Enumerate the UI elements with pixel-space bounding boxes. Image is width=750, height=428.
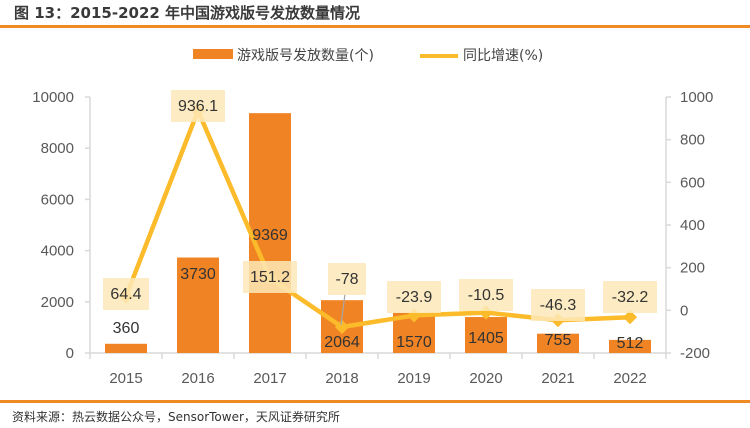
left-tick-label: 0 xyxy=(66,345,74,362)
line-data-label: 64.4 xyxy=(110,286,141,303)
right-tick-label: 200 xyxy=(680,260,705,277)
x-tick-label: 2022 xyxy=(613,370,646,387)
bar xyxy=(105,343,147,353)
data-labels: 360 3730 9369 2064 1570 1405 755 512 64.4 936.1 15… xyxy=(103,90,657,352)
bar-data-label: 755 xyxy=(545,332,572,349)
bar xyxy=(465,317,507,353)
left-tick-label: 10000 xyxy=(32,89,74,106)
x-tick-label: 2019 xyxy=(397,370,430,387)
line-label-bg xyxy=(459,279,513,311)
line-data-label: -46.3 xyxy=(540,297,577,314)
right-tick-label: 1000 xyxy=(680,89,713,106)
legend-bar-label: 游戏版号发放数量(个) xyxy=(237,48,374,64)
legend-line-label: 同比增速(%) xyxy=(463,48,543,64)
bar-data-label: 2064 xyxy=(324,334,360,351)
line-label-bg xyxy=(387,281,441,313)
source-note: 资料来源：热云数据公众号，SensorTower，天风证券研究所 xyxy=(12,410,340,424)
line-marker xyxy=(334,319,350,335)
line-label-bg xyxy=(243,261,297,293)
left-tick-label: 8000 xyxy=(41,140,74,157)
legend-bar-swatch xyxy=(193,49,233,59)
line-label-bg xyxy=(103,278,149,310)
line-label-bg xyxy=(328,263,366,295)
header-rule xyxy=(0,25,750,28)
leader-line xyxy=(340,293,346,326)
x-tick-label: 2015 xyxy=(109,370,142,387)
bar-data-label: 1570 xyxy=(396,334,432,351)
line-marker xyxy=(622,310,638,325)
line-data-label: -32.2 xyxy=(612,289,649,306)
left-tick-label: 2000 xyxy=(41,294,74,311)
line-data-label: 936.1 xyxy=(178,98,218,115)
line-data-label: -10.5 xyxy=(468,287,505,304)
line-data-label: -23.9 xyxy=(396,289,433,306)
x-tick-label: 2017 xyxy=(253,370,286,387)
bar-data-label: 9369 xyxy=(252,227,288,244)
bar-data-label: 360 xyxy=(113,320,140,337)
x-tick-label: 2021 xyxy=(541,370,574,387)
bar xyxy=(177,257,219,353)
left-tick-label: 6000 xyxy=(41,191,74,208)
bar-data-label: 3730 xyxy=(180,266,216,283)
bar xyxy=(609,339,651,353)
bar-data-label: 1405 xyxy=(468,330,504,347)
line-data-label: 151.2 xyxy=(250,269,290,286)
right-tick-label: 800 xyxy=(680,132,705,149)
bar-data-label: 512 xyxy=(617,335,644,352)
footer-rule xyxy=(0,400,750,403)
right-tick-label: 600 xyxy=(680,174,705,191)
line-label-bg xyxy=(171,90,225,122)
right-tick-label: -200 xyxy=(680,345,710,362)
chart-title: 图 13：2015-2022 年中国游戏版号发放数量情况 xyxy=(14,4,361,22)
combo-chart: 游戏版号发放数量(个) 同比增速(%) 020004000600080001000… xyxy=(32,48,713,387)
bar xyxy=(537,333,579,353)
line-label-bg xyxy=(603,281,657,313)
right-tick-label: 0 xyxy=(680,302,688,319)
x-tick-label: 2020 xyxy=(469,370,502,387)
line-data-label: -78 xyxy=(335,271,358,288)
bar xyxy=(249,113,291,354)
left-tick-label: 4000 xyxy=(41,243,74,260)
right-tick-label: 400 xyxy=(680,217,705,234)
x-tick-label: 2018 xyxy=(325,370,358,387)
line-label-bg xyxy=(531,289,585,321)
legend: 游戏版号发放数量(个) 同比增速(%) xyxy=(193,48,543,64)
x-tick-label: 2016 xyxy=(181,370,214,387)
